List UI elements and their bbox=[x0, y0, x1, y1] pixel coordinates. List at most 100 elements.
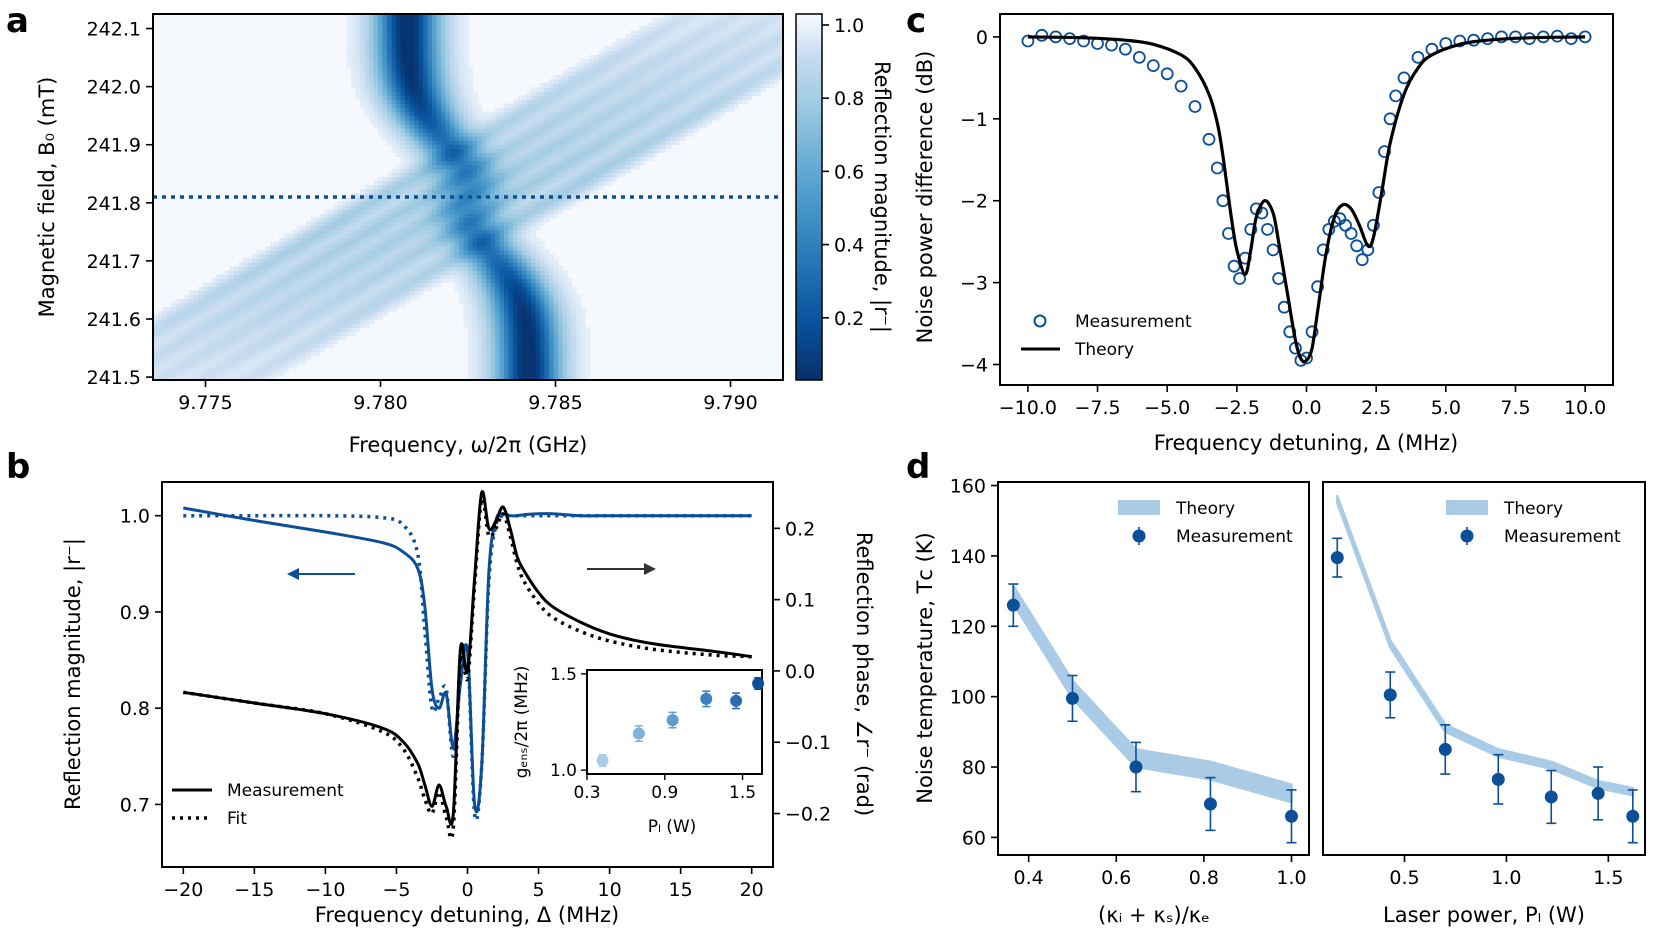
heatmap-cell bbox=[396, 115, 402, 121]
heatmap-cell bbox=[396, 237, 402, 243]
heatmap-cell bbox=[580, 91, 586, 97]
heatmap-cell bbox=[450, 213, 456, 219]
heatmap-cell bbox=[630, 131, 636, 137]
heatmap-cell bbox=[688, 115, 694, 121]
heatmap-cell bbox=[328, 209, 334, 214]
heatmap-cell bbox=[526, 184, 532, 190]
heatmap-cell bbox=[427, 127, 433, 133]
heatmap-cell bbox=[567, 335, 573, 341]
heatmap-cell bbox=[643, 111, 649, 117]
heatmap-cell bbox=[571, 119, 577, 125]
heatmap-cell bbox=[535, 123, 541, 129]
heatmap-cell bbox=[486, 131, 492, 137]
heatmap-cell bbox=[472, 176, 478, 182]
heatmap-cell bbox=[378, 302, 384, 308]
heatmap-cell bbox=[472, 266, 478, 271]
heatmap-cell bbox=[391, 233, 397, 239]
heatmap-cell bbox=[499, 168, 505, 174]
heatmap-cell bbox=[490, 237, 496, 243]
heatmap-cell bbox=[396, 249, 402, 255]
heatmap-cell bbox=[508, 327, 514, 332]
heatmap-cell bbox=[292, 323, 298, 328]
heatmap-cell bbox=[625, 140, 631, 145]
heatmap-cell bbox=[580, 172, 586, 178]
heatmap-cell bbox=[382, 213, 388, 219]
heatmap-cell bbox=[382, 176, 388, 182]
heatmap-cell bbox=[454, 168, 460, 174]
heatmap-cell bbox=[454, 225, 460, 231]
heatmap-cell bbox=[598, 123, 604, 129]
heatmap-cell bbox=[513, 278, 519, 284]
heatmap-cell bbox=[346, 298, 352, 304]
heatmap-cell bbox=[441, 91, 447, 97]
heatmap-cell bbox=[603, 152, 609, 158]
heatmap-cell bbox=[445, 75, 451, 80]
heatmap-cell bbox=[319, 229, 325, 235]
heatmap-cell bbox=[517, 363, 523, 369]
heatmap-cell bbox=[477, 111, 483, 117]
heatmap-cell bbox=[585, 144, 591, 149]
heatmap-cell bbox=[472, 160, 478, 166]
heatmap-cell bbox=[499, 127, 505, 133]
heatmap-cell bbox=[576, 197, 582, 202]
heatmap-cell bbox=[229, 363, 235, 369]
heatmap-cell bbox=[558, 115, 564, 121]
heatmap-cell bbox=[517, 331, 523, 336]
heatmap-cell bbox=[400, 103, 406, 109]
heatmap-cell bbox=[472, 184, 478, 190]
heatmap-cell bbox=[337, 274, 343, 280]
heatmap-cell bbox=[517, 327, 523, 332]
heatmap-cell bbox=[207, 298, 213, 304]
heatmap-cell bbox=[540, 245, 546, 251]
heatmap-cell bbox=[522, 302, 528, 308]
heatmap-cell bbox=[288, 258, 294, 263]
heatmap-cell bbox=[387, 270, 393, 275]
heatmap-cell bbox=[562, 99, 568, 105]
heatmap-cell bbox=[535, 172, 541, 178]
heatmap-cell bbox=[495, 294, 501, 300]
heatmap-cell bbox=[211, 335, 217, 341]
heatmap-cell bbox=[747, 91, 753, 97]
heatmap-cell bbox=[553, 209, 559, 214]
heatmap-cell bbox=[562, 205, 568, 210]
heatmap-cell bbox=[180, 306, 186, 312]
heatmap-cell bbox=[504, 290, 510, 296]
heatmap-cell bbox=[648, 115, 654, 121]
heatmap-cell bbox=[400, 274, 406, 280]
heatmap-cell bbox=[513, 314, 519, 320]
heatmap-cell bbox=[315, 286, 321, 292]
heatmap-cell bbox=[526, 115, 532, 121]
heatmap-cell bbox=[306, 249, 312, 255]
heatmap-cell bbox=[180, 347, 186, 353]
heatmap-cell bbox=[252, 302, 258, 308]
heatmap-cell bbox=[405, 172, 411, 178]
heatmap-cell bbox=[459, 282, 465, 288]
heatmap-cell bbox=[441, 152, 447, 158]
heatmap-cell bbox=[432, 205, 438, 210]
heatmap-cell bbox=[598, 160, 604, 166]
heatmap-cell bbox=[630, 95, 636, 101]
heatmap-cell bbox=[504, 111, 510, 117]
heatmap-cell bbox=[292, 274, 298, 280]
heatmap-cell bbox=[153, 351, 159, 357]
heatmap-cell bbox=[499, 119, 505, 125]
heatmap-cell bbox=[400, 75, 406, 80]
heatmap-cell bbox=[571, 371, 577, 377]
heatmap-cell bbox=[684, 95, 690, 101]
heatmap-cell bbox=[517, 294, 523, 300]
heatmap-cell bbox=[418, 152, 424, 158]
heatmap-cell bbox=[414, 99, 420, 105]
heatmap-cell bbox=[247, 314, 253, 320]
heatmap-cell bbox=[337, 217, 343, 223]
heatmap-cell bbox=[504, 355, 510, 361]
heatmap-cell bbox=[396, 111, 402, 117]
heatmap-cell bbox=[522, 314, 528, 320]
heatmap-cell bbox=[603, 144, 609, 149]
heatmap-cell bbox=[729, 99, 735, 105]
heatmap-cell bbox=[265, 282, 271, 288]
heatmap-cell bbox=[436, 164, 442, 170]
heatmap-cell bbox=[490, 294, 496, 300]
heatmap-cell bbox=[409, 148, 415, 153]
heatmap-cell bbox=[301, 302, 307, 308]
heatmap-cell bbox=[391, 180, 397, 186]
